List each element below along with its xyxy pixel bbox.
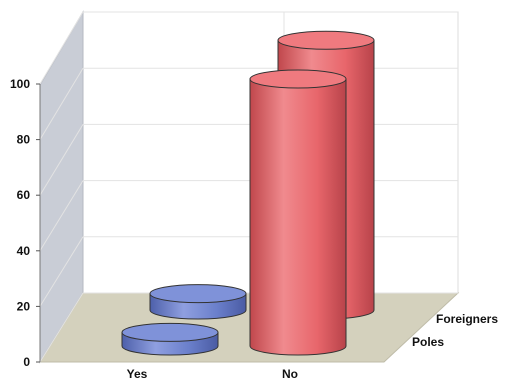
x-axis-labels: Yes No: [127, 367, 298, 381]
gridline: [39, 11, 84, 85]
x-tick-label: Yes: [127, 367, 148, 381]
y-tick-label: 60: [17, 188, 31, 202]
bars: [121, 30, 375, 356]
floor: [39, 292, 460, 363]
y-tick-label: 20: [17, 299, 31, 313]
legend-entry: Foreigners: [436, 312, 498, 326]
y-axis: 0 20 40 60 80 100: [10, 77, 41, 369]
bar-no-poles: [249, 69, 347, 356]
gridline: [39, 292, 84, 363]
bar-yes-foreigners: [149, 284, 247, 320]
gridline: [39, 236, 84, 307]
x-tick-label: No: [282, 367, 298, 381]
bar-yes-poles: [121, 322, 219, 356]
gridline: [39, 67, 84, 140]
legend: Poles Foreigners: [412, 312, 498, 349]
y-tick-label: 80: [17, 133, 31, 147]
legend-entry: Poles: [412, 335, 444, 349]
gridline: [39, 124, 84, 196]
y-tick-label: 100: [10, 77, 30, 91]
y-tick-label: 40: [17, 244, 31, 258]
gridline: [39, 180, 84, 252]
y-tick-label: 0: [23, 355, 30, 369]
